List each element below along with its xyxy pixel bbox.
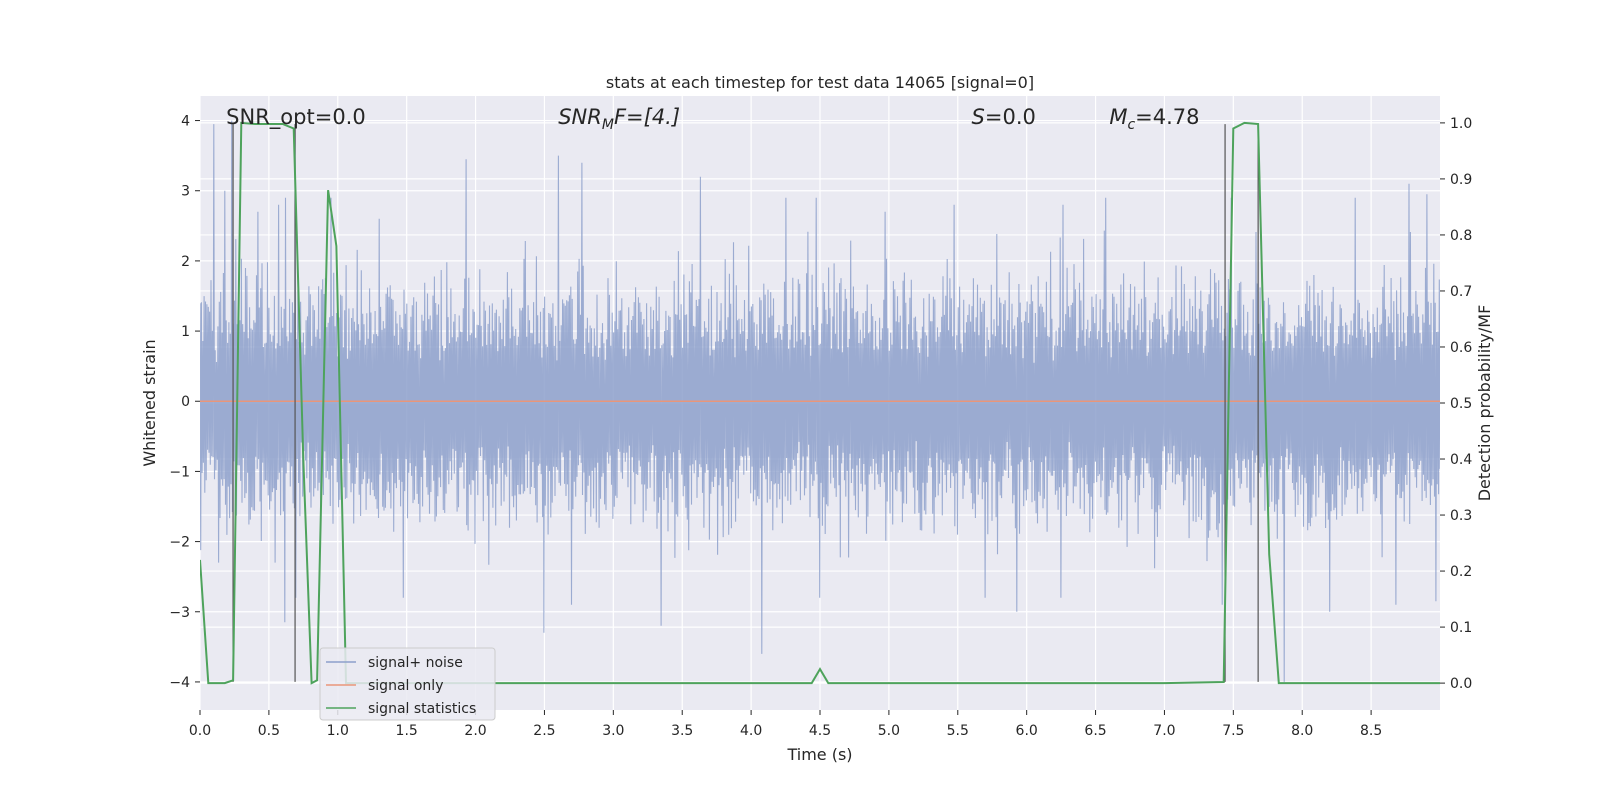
x-tick-label-8: 4.0 (740, 723, 762, 739)
signal-noise-line (200, 120, 1440, 682)
x-axis-ticks: 0.0 0.5 1.0 1.5 2.0 2.5 3.0 3.5 4.0 4.5 5.0 5.5 6.0 6… (189, 710, 1382, 739)
annotation-3-sub: c (1127, 117, 1135, 133)
y-tick-label-8: 4 (181, 114, 190, 130)
y-tick-label-2: −2 (169, 535, 190, 551)
y2-tick-label-0: 0.0 (1450, 676, 1472, 692)
annotation-2-prefix: S (972, 105, 985, 129)
y2-tick-label-9: 0.9 (1450, 172, 1472, 188)
legend-label-signal-statistics: signal statistics (368, 701, 476, 717)
y-axis-label: Whitened strain (140, 339, 159, 466)
annotation-1-sub: M (602, 117, 614, 133)
annotation-2: S=0.0 (972, 105, 1036, 129)
x-tick-label-17: 8.5 (1360, 723, 1382, 739)
y-tick-label-7: 3 (181, 184, 190, 200)
x-tick-label-9: 4.5 (809, 723, 831, 739)
y-tick-label-0: −4 (169, 675, 190, 691)
annotation-2-suffix: =0.0 (985, 105, 1036, 129)
y2-tick-label-8: 0.8 (1450, 228, 1472, 244)
x-tick-label-16: 8.0 (1291, 723, 1313, 739)
annotation-3: Mc=4.78 (1109, 105, 1199, 133)
x-tick-label-4: 2.0 (464, 723, 486, 739)
x-tick-label-2: 1.0 (327, 723, 349, 739)
legend-box (319, 647, 496, 721)
x-tick-label-13: 6.5 (1084, 723, 1106, 739)
y2-tick-label-3: 0.3 (1450, 508, 1472, 524)
y-tick-label-5: 1 (181, 324, 190, 340)
legend-label-signal-only: signal only (368, 678, 443, 694)
x-tick-label-7: 3.5 (671, 723, 693, 739)
x-tick-label-5: 2.5 (533, 723, 555, 739)
y2-axis-label: Detection probability/MF (1475, 305, 1494, 502)
y2-tick-label-5: 0.5 (1450, 396, 1472, 412)
legend: signal+ noise signal only signal statist… (319, 647, 496, 721)
legend-label-signal-noise: signal+ noise (368, 655, 463, 671)
y2-tick-label-2: 0.2 (1450, 564, 1472, 580)
x-tick-label-0: 0.0 (189, 723, 211, 739)
annotation-3-suffix: =4.78 (1135, 105, 1199, 129)
y-tick-label-4: 0 (181, 394, 190, 410)
chart-title: stats at each timestep for test data 140… (606, 73, 1034, 92)
x-tick-label-15: 7.5 (1222, 723, 1244, 739)
x-tick-label-3: 1.5 (396, 723, 418, 739)
annotation-1-prefix: SNR (558, 105, 602, 129)
x-axis-label: Time (s) (786, 745, 852, 764)
annotation-0: SNR_opt=0.0 (226, 105, 366, 130)
x-tick-label-10: 5.0 (878, 723, 900, 739)
annotation-3-prefix: M (1109, 105, 1127, 129)
y-tick-label-1: −3 (169, 605, 190, 621)
y2-tick-label-6: 0.6 (1450, 340, 1472, 356)
x-tick-label-1: 0.5 (258, 723, 280, 739)
annotation-0-prefix: SNR_opt (226, 105, 315, 130)
annotations: SNR_opt=0.0 SNRMF=[4.] S=0.0 Mc=4.78 (226, 105, 1199, 133)
y2-tick-label-1: 0.1 (1450, 620, 1472, 636)
y2-tick-label-4: 0.4 (1450, 452, 1472, 468)
y-tick-label-3: −1 (169, 464, 190, 480)
x-tick-label-14: 7.0 (1153, 723, 1175, 739)
annotation-1: SNRMF=[4.] (558, 105, 680, 133)
y-tick-label-6: 2 (181, 254, 190, 270)
annotation-1-suffix: F=[4.] (614, 105, 680, 129)
y2-tick-label-7: 0.7 (1450, 284, 1472, 300)
y2-axis-ticks: 0.0 0.1 0.2 0.3 0.4 0.5 0.6 0.7 0.8 0.9 1.0 (1440, 116, 1472, 692)
annotation-0-suffix: =0.0 (315, 105, 366, 129)
x-tick-label-11: 5.5 (947, 723, 969, 739)
x-tick-label-12: 6.0 (1016, 723, 1038, 739)
y-axis-ticks: −4 −3 −2 −1 0 1 2 3 4 (169, 114, 200, 691)
x-tick-label-6: 3.0 (602, 723, 624, 739)
signal-noise-series (200, 120, 1440, 682)
y2-tick-label-10: 1.0 (1450, 116, 1472, 132)
